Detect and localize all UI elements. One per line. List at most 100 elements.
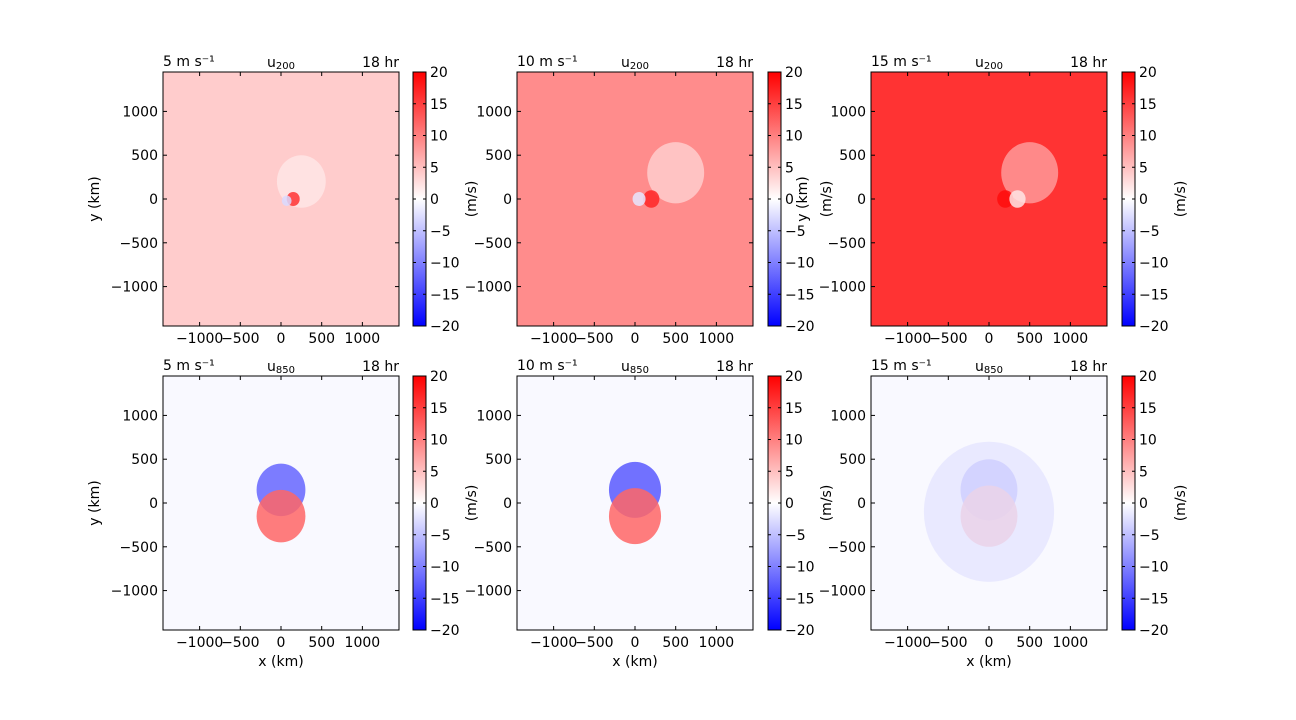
colorbar-tick-label: −15 — [785, 287, 815, 303]
y-tick-label: 1000 — [830, 408, 866, 424]
colorbar-tick-label: 10 — [430, 433, 448, 449]
colorbar-tick-label: −15 — [1139, 591, 1169, 607]
colorbar: 20 15 10 5 0 −5 −10 −15 −20 (m/s) — [1121, 65, 1189, 335]
colorbar-tick-label: −15 — [1139, 287, 1169, 303]
x-tick-label: −1000 — [530, 635, 577, 651]
x-axis-label: x (km) — [612, 654, 657, 670]
colorbar-tick-label: 15 — [1139, 401, 1157, 417]
y-axis-label: y (km) — [795, 176, 811, 221]
title-left: 5 m s⁻¹ — [163, 54, 215, 70]
x-tick-label: −500 — [221, 635, 259, 651]
colorbar-tick-label: −10 — [430, 560, 460, 576]
y-tick-label: 0 — [149, 496, 158, 512]
x-tick-label: −1000 — [530, 331, 577, 347]
colorbar-tick-label: 15 — [430, 97, 448, 113]
x-tick-label: −500 — [575, 635, 613, 651]
colorbar-tick-label: −10 — [1139, 256, 1169, 272]
x-tick-label: −500 — [575, 331, 613, 347]
y-tick-label: 1000 — [476, 104, 512, 120]
colorbar-tick-label: −5 — [785, 528, 806, 544]
y-axis-label: y (km) — [87, 480, 103, 525]
y-tick-label: −1000 — [111, 584, 158, 600]
colorbar-tick-label: 20 — [430, 65, 448, 81]
y-tick-label: −1000 — [819, 584, 866, 600]
x-tick-label: −1000 — [884, 635, 931, 651]
colorbar-tick-label: −15 — [785, 591, 815, 607]
y-tick-label: 1000 — [122, 104, 158, 120]
colorbar-tick-label: 20 — [1139, 65, 1157, 81]
colorbar-tick-label: 5 — [1139, 160, 1148, 176]
field-feature — [647, 142, 705, 204]
field-feature — [281, 195, 292, 207]
colorbar-tick-label: 0 — [430, 192, 439, 208]
x-tick-label: 500 — [308, 331, 335, 347]
colorbar-tick-label: −20 — [1139, 623, 1169, 639]
title-right: 18 hr — [362, 55, 399, 71]
y-tick-label: −500 — [120, 540, 158, 556]
y-tick-label: −500 — [474, 540, 512, 556]
colorbar-label: (m/s) — [1173, 181, 1189, 218]
colorbar-tick-label: 10 — [785, 433, 803, 449]
y-tick-label: 500 — [485, 452, 512, 468]
y-tick-label: 500 — [131, 452, 158, 468]
colorbar-tick-label: 0 — [1139, 192, 1148, 208]
x-tick-label: 500 — [308, 635, 335, 651]
x-tick-label: −1000 — [884, 331, 931, 347]
y-tick-label: 0 — [503, 496, 512, 512]
colorbar-tick-label: 20 — [430, 369, 448, 385]
x-tick-label: 0 — [631, 635, 640, 651]
y-tick-label: 500 — [131, 148, 158, 164]
x-tick-label: 0 — [985, 635, 994, 651]
title-left: 5 m s⁻¹ — [163, 358, 215, 374]
colorbar-tick-label: 5 — [785, 160, 794, 176]
title-right: 18 hr — [362, 359, 399, 375]
field-feature — [632, 191, 646, 207]
x-tick-label: 0 — [277, 331, 286, 347]
x-axis-label: x (km) — [258, 654, 303, 670]
colorbar-tick-label: 5 — [1139, 464, 1148, 480]
x-tick-label: −500 — [929, 635, 967, 651]
colorbar-tick-label: 15 — [785, 401, 803, 417]
x-tick-label: 1000 — [345, 635, 381, 651]
colorbar-tick-label: 10 — [430, 129, 448, 145]
colorbar-label: (m/s) — [1173, 485, 1189, 522]
field-feature — [643, 190, 660, 208]
colorbar-label: (m/s) — [819, 485, 835, 522]
title-center: u200 — [267, 55, 295, 72]
y-tick-label: −1000 — [111, 280, 158, 296]
title-right: 18 hr — [716, 359, 753, 375]
colorbar-tick-label: −15 — [430, 287, 460, 303]
colorbar-tick-label: 5 — [785, 464, 794, 480]
title-center: u850 — [975, 359, 1003, 376]
field-background — [163, 72, 399, 326]
x-tick-label: 1000 — [699, 331, 735, 347]
y-tick-label: 500 — [839, 452, 866, 468]
field-feature — [997, 190, 1014, 208]
colorbar-tick-label: 10 — [785, 129, 803, 145]
x-tick-label: 1000 — [1053, 635, 1089, 651]
x-tick-label: 1000 — [345, 331, 381, 347]
y-tick-label: 1000 — [122, 408, 158, 424]
y-tick-label: 500 — [485, 148, 512, 164]
y-tick-label: −500 — [828, 236, 866, 252]
colorbar: 20 15 10 5 0 −5 −10 −15 −20 (m/s) — [1121, 369, 1189, 639]
x-tick-label: 0 — [985, 331, 994, 347]
title-right: 18 hr — [1070, 359, 1107, 375]
x-tick-label: 500 — [1016, 635, 1043, 651]
x-tick-label: −1000 — [176, 331, 223, 347]
colorbar-tick-label: 0 — [430, 496, 439, 512]
field-background — [871, 72, 1107, 326]
title-left: 15 m s⁻¹ — [871, 54, 932, 70]
colorbar-tick-label: −10 — [430, 256, 460, 272]
title-left: 10 m s⁻¹ — [517, 358, 578, 374]
x-tick-label: 500 — [1016, 331, 1043, 347]
x-tick-label: 0 — [277, 635, 286, 651]
x-tick-label: −1000 — [176, 635, 223, 651]
colorbar-tick-label: −5 — [430, 528, 451, 544]
colorbar-label: (m/s) — [464, 485, 480, 522]
